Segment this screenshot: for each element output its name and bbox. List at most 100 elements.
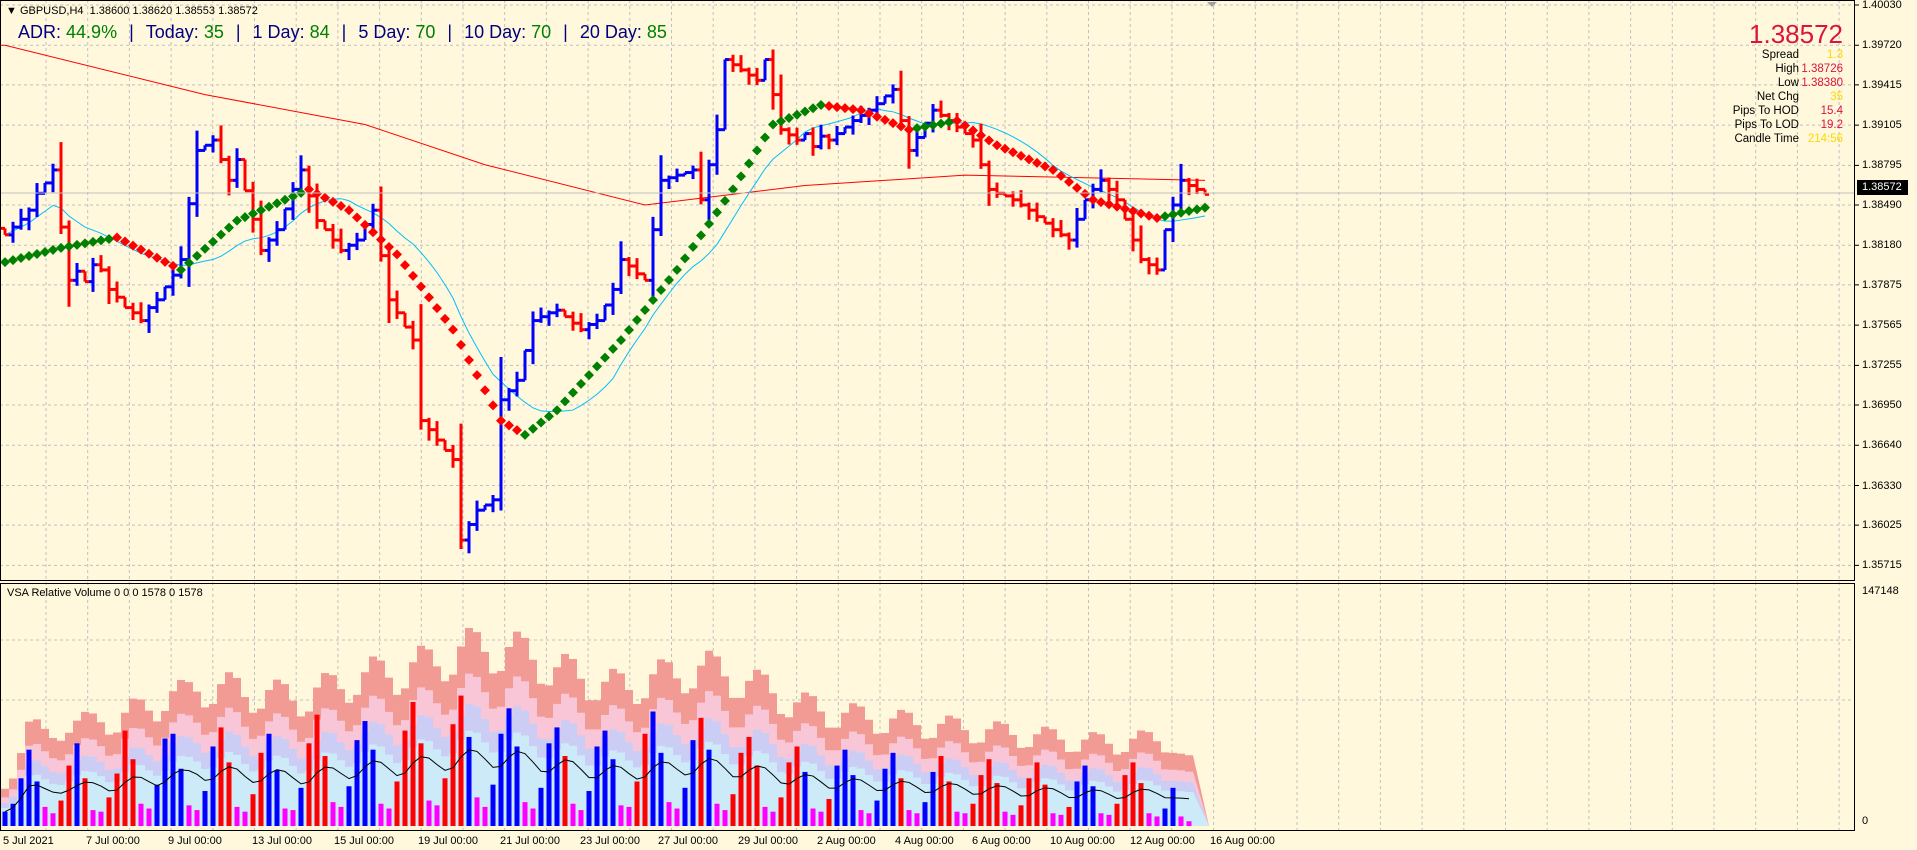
- ohlc-bar: [713, 114, 721, 175]
- trend-diamond: [1200, 202, 1210, 213]
- ohlc-bar: [569, 311, 577, 331]
- volume-bar: [1186, 821, 1192, 826]
- trend-diamond: [568, 387, 578, 398]
- volume-bar: [82, 778, 88, 826]
- volume-bar: [762, 806, 768, 826]
- separator: |: [235, 22, 241, 42]
- x-tick-label: 15 Jul 00:00: [334, 835, 394, 847]
- trend-diamond: [912, 123, 922, 134]
- ohlc-bar: [273, 221, 281, 246]
- y-tick-label: 1.37565: [1862, 319, 1902, 332]
- trend-diamond: [952, 115, 962, 126]
- trend-diamond: [776, 116, 786, 127]
- volume-bar: [426, 800, 432, 826]
- trend-diamond: [312, 188, 322, 199]
- ohlc-bar: [657, 155, 665, 236]
- trend-diamond: [88, 236, 98, 247]
- volume-bar: [1002, 811, 1008, 826]
- volume-bar: [50, 813, 56, 826]
- ohlc-bar: [153, 291, 161, 313]
- volume-bar: [994, 783, 1000, 826]
- y-tick-label: 1.39415: [1862, 78, 1902, 91]
- y-tick-label: 1.36025: [1862, 519, 1902, 532]
- volume-bar: [778, 797, 784, 826]
- ohlc-bar: [1145, 257, 1153, 275]
- volume-bar: [18, 778, 24, 826]
- y-tick-label: 1.37875: [1862, 278, 1902, 291]
- ohlc-bar: [937, 100, 945, 118]
- dropdown-triangle-icon[interactable]: ▼: [6, 5, 20, 17]
- x-tick-label: 4 Aug 00:00: [895, 835, 954, 847]
- volume-bar: [1122, 775, 1128, 826]
- trend-diamond: [904, 124, 914, 135]
- volume-bar: [690, 740, 696, 826]
- volume-bar: [90, 810, 96, 826]
- ohlc-bar: [897, 70, 905, 126]
- volume-bar: [346, 786, 352, 826]
- ohlc-bar: [105, 266, 113, 305]
- trend-diamond: [1192, 204, 1202, 215]
- volume-bar: [962, 813, 968, 826]
- volume-bar: [626, 806, 632, 826]
- trend-diamond: [288, 191, 298, 202]
- ohlc-bar: [825, 133, 833, 150]
- trend-diamond: [128, 240, 138, 251]
- trend-diamond: [728, 184, 738, 195]
- trend-diamond: [840, 103, 850, 114]
- volume-bar: [114, 773, 120, 826]
- trend-diamond: [872, 111, 882, 122]
- ohlc-bar: [1129, 211, 1137, 252]
- ohlc-bar: [297, 155, 305, 194]
- volume-bar: [410, 701, 416, 826]
- y-tick-label: 1.36640: [1862, 439, 1902, 452]
- ohlc-bar: [145, 304, 153, 333]
- trend-diamond: [112, 232, 122, 243]
- volume-bar: [818, 811, 824, 826]
- x-tick-label: 21 Jul 00:00: [500, 835, 560, 847]
- volume-bar: [810, 808, 816, 826]
- scroll-marker-icon[interactable]: [1207, 2, 1217, 7]
- volume-bar: [786, 762, 792, 826]
- trend-diamond: [1016, 150, 1026, 161]
- volume-bar: [178, 768, 184, 826]
- trend-diamond: [1152, 212, 1162, 223]
- trend-diamond: [16, 253, 26, 264]
- day1-value: 84: [309, 22, 330, 42]
- ohlc-bar: [161, 285, 169, 302]
- info-row: Low 1.38380: [1733, 76, 1843, 90]
- volume-bar: [138, 803, 144, 826]
- fast-ma-line: [4, 108, 1206, 413]
- info-label: Pips To LOD: [1734, 119, 1799, 131]
- ohlc-bar: [641, 272, 649, 282]
- ohlc-bar: [553, 303, 561, 318]
- trend-diamond: [8, 255, 18, 266]
- trend-diamond: [760, 132, 770, 143]
- y-tick-label: 1.37255: [1862, 359, 1902, 372]
- symbol-header: ▼ GBPUSD,H4 1.38600 1.38620 1.38553 1.38…: [6, 5, 258, 17]
- ohlc-bar: [1033, 202, 1041, 222]
- trend-diamond: [224, 222, 234, 233]
- volume-bar: [130, 759, 136, 826]
- trend-diamond: [264, 201, 274, 212]
- trend-diamond: [344, 205, 354, 216]
- day20-label: 20 Day:: [579, 22, 642, 42]
- volume-bar: [146, 808, 152, 826]
- trend-diamond: [816, 100, 826, 110]
- volume-bar: [154, 784, 160, 826]
- day5-value: 70: [415, 22, 436, 42]
- ohlc-bar: [129, 302, 137, 320]
- ohlc-bar: [281, 207, 289, 232]
- ohlc-bar: [169, 269, 177, 296]
- trend-diamond: [152, 252, 162, 263]
- volume-bar: [290, 810, 296, 826]
- volume-bar: [706, 749, 712, 826]
- trend-diamond: [928, 120, 938, 131]
- trend-diamond: [392, 249, 402, 260]
- volume-bar: [506, 708, 512, 826]
- trend-diamond: [512, 425, 522, 436]
- trend-diamond: [144, 248, 154, 259]
- ohlc-bar: [537, 307, 545, 323]
- trend-diamond: [1176, 207, 1186, 218]
- trend-diamond: [80, 238, 90, 249]
- trend-diamond: [216, 229, 226, 240]
